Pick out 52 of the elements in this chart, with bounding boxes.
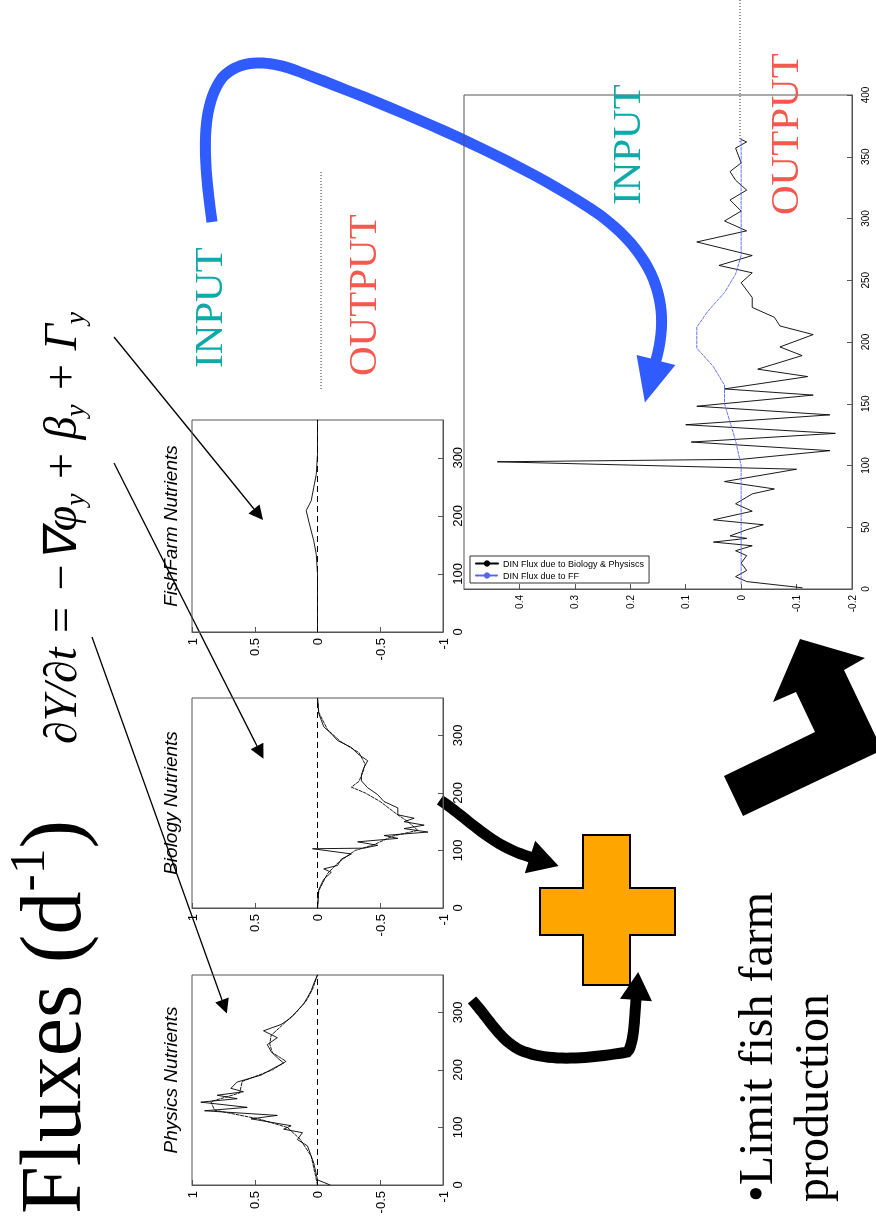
y-tick-label: 300: [450, 446, 465, 469]
x-tick-label: 0.2: [624, 594, 636, 609]
y-tick-label: 350: [859, 147, 871, 166]
y-tick-label: 0: [859, 585, 871, 592]
x-tick-label: -1: [435, 914, 451, 926]
x-tick-label: -1: [435, 1191, 451, 1203]
x-tick-label: 0: [310, 1191, 325, 1199]
text: Biology Nutrients: [159, 730, 181, 875]
y-tick-label: 200: [450, 1059, 465, 1081]
x-tick-label: 1: [184, 638, 200, 646]
text: FishFarm Nutrients: [159, 444, 181, 607]
y-tick-label: 200: [450, 782, 465, 804]
y-tick-label: 200: [450, 504, 465, 527]
y-tick-label: 300: [859, 209, 871, 227]
x-tick-label: 0.5: [247, 638, 263, 657]
y-tick-label: 0: [450, 1181, 465, 1189]
x-tick-label: -0.2: [846, 594, 858, 613]
y-tick-label: 0: [450, 904, 465, 912]
x-tick-label: -0.5: [372, 914, 388, 937]
y-tick-label: 250: [859, 271, 871, 289]
text: Physics Nutrients: [159, 1006, 181, 1154]
x-tick-label: 0.5: [247, 914, 263, 933]
x-tick-label: -0.5: [372, 1191, 388, 1214]
x-tick-label: -1: [435, 638, 451, 650]
y-tick-label: 300: [450, 1001, 465, 1024]
legend-label: DIN Flux due to FF: [503, 570, 580, 581]
x-tick-label: 0: [310, 638, 325, 646]
y-tick-label: 400: [859, 86, 871, 104]
text: INPUT: [185, 247, 232, 368]
x-tick-label: -0.5: [372, 638, 388, 661]
x-tick-label: 0: [310, 914, 325, 922]
y-tick-label: 50: [859, 521, 871, 533]
y-tick-label: 100: [450, 563, 465, 585]
y-tick-label: 100: [450, 839, 465, 862]
x-tick-label: 1: [184, 1191, 200, 1199]
x-tick-label: 0: [735, 594, 747, 601]
y-tick-label: 0: [450, 628, 465, 636]
text: •Limit fish farm production: [728, 890, 839, 1202]
x-tick-label: 0.5: [247, 1191, 263, 1210]
annotation: INPUT: [603, 84, 650, 205]
x-tick-label: 0.3: [569, 594, 581, 609]
x-tick-label: 0.4: [513, 594, 525, 609]
y-tick-label: 200: [859, 333, 871, 351]
x-tick-label: 0.1: [680, 594, 692, 609]
text: OUTPUT: [339, 214, 386, 376]
y-tick-label: 150: [859, 394, 871, 413]
legend-label: DIN Flux due to Biology & Physiscs: [503, 558, 645, 569]
annotation: OUTPUT: [761, 53, 808, 215]
y-tick-label: 100: [859, 456, 871, 474]
x-tick-label: -0.1: [791, 594, 803, 613]
y-tick-label: 100: [450, 1116, 465, 1139]
y-tick-label: 300: [450, 724, 465, 747]
